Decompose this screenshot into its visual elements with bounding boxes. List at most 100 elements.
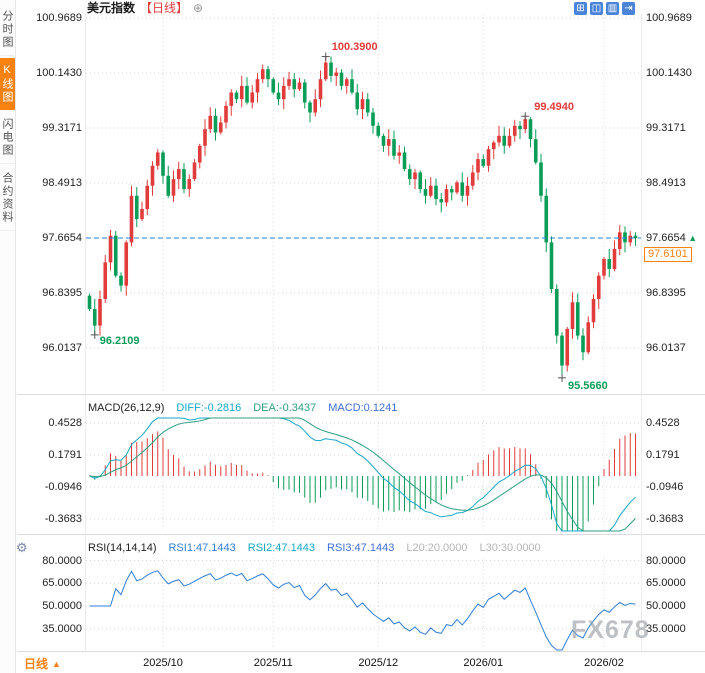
macd-value-0: DIFF:-0.2816 [176,402,242,414]
candle-body [292,79,297,90]
candle-body [512,125,517,136]
last-price-box: 97.6101 [644,247,692,262]
candle-body [203,129,207,146]
layout-grid-icon[interactable]: ⊞ [574,2,587,15]
candle-body [234,92,239,100]
sidebar-item-contract-info[interactable]: 合约资料 [0,166,15,231]
sidebar-item-kline-chart[interactable]: K线图 [0,58,15,110]
rsi-value-4: L30:30.0000 [479,542,541,554]
candle-body [92,308,97,326]
candle-body [308,102,312,113]
candle-body [192,162,197,180]
indicator-settings-icon[interactable]: ⚙ [16,540,28,555]
candle-body [281,85,286,100]
candle-body [98,298,102,326]
candle-body [523,119,528,130]
macd-params-label: MACD(26,12,9) [88,402,165,414]
candle-body [134,195,139,220]
candle-body [402,152,407,170]
layout-multi-icon[interactable]: ▥ [606,2,619,15]
rsi-value-3: L20:20.0000 [406,542,468,554]
candle-body [166,175,171,196]
candle-body [371,112,375,126]
candle-body [129,195,134,243]
candle-body [229,92,234,106]
candle-body [344,79,349,86]
candle-body [397,152,402,156]
candle-body [297,82,302,90]
candle-body [434,185,438,200]
rsi-line [89,570,636,651]
rsi-value-0: RSI1:47.1443 [168,542,236,554]
candle-body [470,172,475,186]
candle-body [581,335,585,353]
candle-body [266,69,270,80]
candle-body [376,125,381,136]
candle-body [239,85,244,100]
candle-body [302,82,307,103]
candle-body [334,72,339,76]
candle-body [633,235,638,239]
candle-body [365,99,370,113]
candle-body [449,189,454,193]
add-compare-icon[interactable]: ⊕ [193,1,204,15]
candle-body [507,135,512,146]
sidebar-item-time-chart[interactable]: 分时图 [0,4,15,56]
candle-body [628,235,633,243]
candle-body [413,172,417,180]
candle-body [549,242,554,289]
candle-body [481,159,486,166]
candle-body [423,189,428,196]
pan-right-icon[interactable]: ⇥ [622,2,635,15]
sidebar-item-lightning-chart[interactable]: 闪电图 [0,112,15,164]
candle-body [381,135,386,146]
candle-body [113,235,118,276]
candle-body [329,62,333,76]
candle-body [439,199,444,203]
period-selector-label: 日线 [24,657,49,671]
candle-body [208,115,213,130]
candle-body [565,328,570,366]
candle-body [596,275,601,299]
candle-body [218,122,223,133]
macd-header: MACD(26,12,9) DIFF:-0.2816 DEA:-0.3437 MAC… [88,402,397,415]
candle-body [392,139,396,156]
candle-body [323,62,328,80]
candle-body [528,119,533,140]
candle-body [591,298,596,323]
period-tag: 【日线】 [140,1,189,15]
candle-body [407,169,412,180]
layout-single-icon[interactable]: ◫ [590,2,603,15]
period-selector[interactable]: 日线 ▲ [24,655,61,672]
candle-body [318,79,323,100]
candle-body [602,259,606,276]
candle-body [124,242,129,286]
candle-body [386,139,391,146]
rsi-params-label: RSI(14,14,14) [88,542,157,554]
candle-body [623,232,627,243]
candle-body [428,185,433,196]
layout-toolbar: ⊞ ◫ ▥ ⇥ [574,2,635,15]
candle-body [518,125,522,130]
candle-body [182,169,186,190]
candle-body [355,92,360,110]
candle-body [213,115,218,133]
macd-dea-line [89,417,636,532]
candle-body [187,179,192,190]
candle-body [108,235,113,263]
candle-body [150,165,155,186]
rsi-value-1: RSI2:47.1443 [247,542,316,554]
candle-body [245,85,249,103]
candle-body [255,79,260,93]
candle-body [276,92,281,100]
candle-body [502,135,507,146]
candle-body [161,152,165,176]
candle-body [224,105,228,123]
candle-body [103,262,108,299]
macd-value-2: MACD:0.1241 [328,402,398,414]
candle-body [575,302,580,336]
chart-header: 美元指数 【日线】 ⊕ [87,1,203,15]
candle-body [486,149,491,166]
